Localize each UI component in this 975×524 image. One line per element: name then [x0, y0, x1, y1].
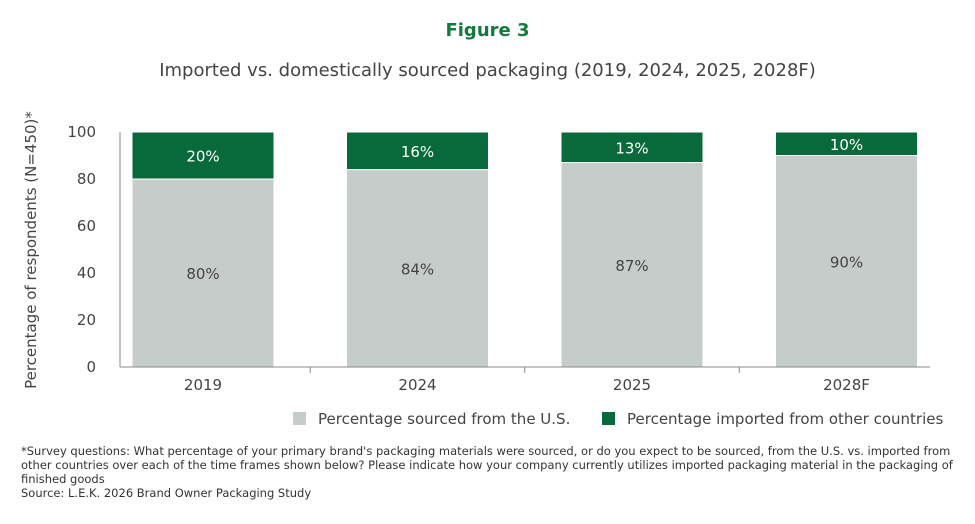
y-axis-label: Percentage of respondents (N=450)*	[22, 111, 40, 389]
stacked-bar-chart: Percentage of respondents (N=450)* 0 20 40 6…	[22, 111, 943, 428]
data-label: 80%	[186, 265, 219, 283]
source: Source: L.E.K. 2026 Brand Owner Packagin…	[21, 486, 312, 500]
y-tick-label: 40	[77, 264, 96, 282]
legend-swatch	[293, 412, 306, 425]
notes: *Survey questions: What percentage of yo…	[21, 444, 961, 500]
bar-segment	[775, 131, 918, 156]
x-tick-label: 2028F	[823, 376, 870, 394]
y-tick-label: 20	[77, 311, 96, 329]
data-label: 20%	[186, 148, 219, 166]
x-tick-label: 2019	[184, 376, 222, 394]
legend-label: Percentage imported from other countries	[627, 410, 943, 428]
data-label: 13%	[615, 139, 648, 157]
legend-swatch	[602, 412, 615, 425]
y-tick-label: 60	[77, 217, 96, 235]
x-tick-label: 2025	[613, 376, 651, 394]
data-label: 10%	[830, 136, 863, 154]
bar-segment	[346, 169, 489, 368]
data-label: 84%	[401, 260, 434, 278]
y-tick-label: 100	[67, 123, 96, 141]
bar-segment	[560, 131, 704, 164]
y-tick-label: 0	[86, 358, 96, 376]
bar-segment	[346, 131, 489, 171]
bar-segment	[131, 131, 275, 180]
data-label: 87%	[615, 257, 648, 275]
legend-label: Percentage sourced from the U.S.	[318, 410, 570, 428]
bar-segment	[560, 162, 704, 368]
chart-title: Imported vs. domestically sourced packag…	[159, 60, 816, 81]
figure-label: Figure 3	[445, 20, 530, 41]
bar-segment	[775, 155, 918, 368]
data-label: 90%	[830, 253, 863, 271]
data-label: 16%	[401, 143, 434, 161]
bar-segment	[131, 178, 275, 368]
y-tick-label: 80	[77, 170, 96, 188]
x-tick-label: 2024	[398, 376, 436, 394]
footnote: *Survey questions: What percentage of yo…	[21, 444, 953, 486]
